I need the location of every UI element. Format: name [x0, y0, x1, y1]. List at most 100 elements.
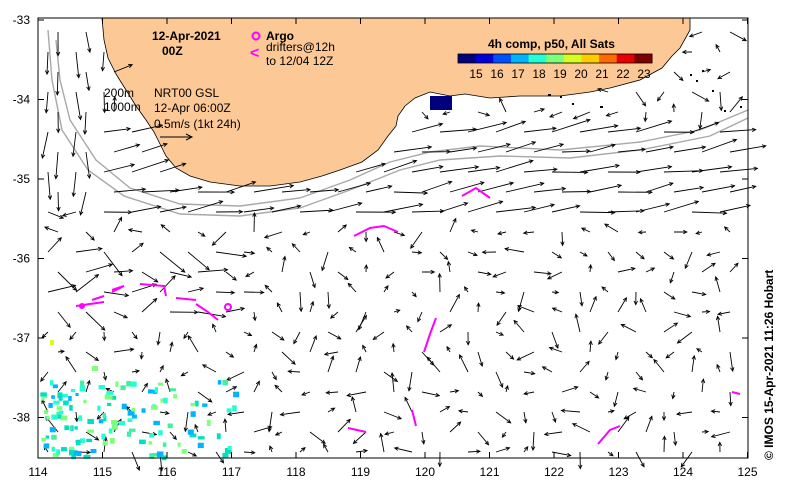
drifter-track — [175, 297, 197, 301]
current-arrowhead — [181, 205, 187, 210]
current-arrow — [197, 391, 212, 403]
product-label-2: 12-Apr 06:00Z — [154, 101, 231, 115]
sst-pixel — [57, 392, 63, 399]
current-arrowhead — [421, 439, 426, 445]
current-arrow — [103, 164, 135, 173]
sst-pixel — [75, 392, 79, 397]
sst-pixel — [121, 403, 127, 410]
current-arrow — [131, 124, 163, 133]
current-arrowhead — [522, 230, 528, 235]
sst-pixel — [87, 429, 95, 433]
current-arrowhead — [517, 307, 522, 313]
current-arrowhead — [609, 409, 615, 414]
current-arrowhead — [87, 48, 92, 54]
sst-pixel — [115, 381, 119, 387]
current-arrow — [549, 111, 563, 118]
current-arrowhead — [252, 316, 257, 322]
sst-pixel — [120, 385, 126, 391]
current-arrowhead — [717, 311, 723, 316]
sst-pixel — [56, 449, 61, 455]
current-arrowhead — [156, 205, 162, 210]
current-arrow — [72, 171, 77, 197]
current-arrow — [551, 331, 559, 349]
current-arrow — [477, 111, 490, 116]
sst-pixel — [128, 428, 136, 432]
current-arrowhead — [61, 212, 67, 217]
current-arrow — [169, 431, 177, 440]
current-arrowhead — [393, 377, 399, 382]
current-arrowhead — [552, 418, 557, 424]
sst-pixel — [151, 405, 158, 410]
current-arrowhead — [230, 189, 236, 195]
x-axis: 114 115 116 117 118 119 120 121 122 123 124 125 — [28, 18, 758, 479]
current-arrowhead — [418, 202, 424, 208]
current-arrowhead — [546, 275, 552, 280]
current-arrowhead — [253, 343, 258, 349]
current-arrow — [159, 365, 164, 373]
current-arrowhead — [302, 231, 308, 236]
current-arrowhead — [438, 122, 444, 127]
current-arrow — [253, 185, 294, 193]
current-arrowhead — [326, 304, 331, 310]
current-arrowhead — [667, 119, 673, 125]
current-arrowhead — [430, 269, 436, 275]
current-arrowhead — [423, 190, 429, 196]
current-arrow — [689, 31, 703, 37]
current-arrow — [131, 331, 138, 339]
sst-pixel — [90, 448, 97, 454]
current-arrowhead — [77, 115, 83, 121]
current-arrow — [544, 431, 563, 435]
current-arrow — [303, 231, 311, 236]
current-arrow — [85, 71, 90, 91]
sst-pixel — [41, 437, 46, 442]
current-arrow — [635, 371, 643, 381]
sst-pixel — [50, 340, 54, 345]
current-arrowhead — [452, 217, 457, 223]
current-arrowhead — [169, 341, 174, 347]
current-arrowhead — [742, 37, 748, 42]
current-arrow — [691, 355, 695, 373]
current-arrowhead — [193, 310, 199, 315]
current-arrow — [495, 160, 533, 173]
sst-pixel — [60, 415, 68, 421]
current-arrowhead — [71, 192, 76, 198]
current-arrowhead — [500, 290, 506, 295]
current-arrow — [47, 211, 64, 219]
current-arrowhead — [706, 252, 712, 257]
current-arrow — [533, 143, 564, 153]
current-arrow — [253, 311, 256, 321]
current-arrow — [75, 91, 82, 120]
x-tick-label: 115 — [93, 465, 112, 479]
current-arrow — [157, 331, 161, 345]
current-arrow — [56, 71, 59, 95]
current-arrow — [215, 451, 224, 464]
current-arrow — [103, 91, 106, 113]
current-arrow — [439, 128, 477, 133]
current-arrowhead — [296, 204, 302, 209]
sst-pixel — [52, 384, 58, 389]
current-arrow — [225, 307, 245, 313]
current-arrow — [701, 185, 735, 193]
current-arrowhead — [501, 433, 507, 438]
current-arrow — [589, 264, 592, 273]
current-arrow — [226, 371, 245, 381]
sst-pixel — [103, 415, 107, 422]
sst-pixel — [160, 398, 164, 403]
current-arrow — [159, 251, 186, 273]
current-arrowhead — [669, 255, 675, 260]
current-arrow — [635, 251, 645, 260]
current-arrowhead — [200, 232, 206, 237]
sst-pixel — [83, 454, 91, 459]
current-arrow — [552, 307, 563, 313]
current-arrow — [253, 344, 257, 353]
current-arrowhead — [715, 315, 721, 321]
current-arrow — [358, 311, 367, 330]
current-arrow — [707, 251, 721, 256]
current-arrow — [202, 364, 217, 373]
current-arrowhead — [47, 195, 53, 201]
current-arrow — [85, 351, 99, 361]
current-arrow — [65, 356, 77, 373]
current-arrowhead — [404, 396, 409, 402]
current-arrow — [606, 111, 619, 117]
current-arrow — [607, 210, 644, 213]
